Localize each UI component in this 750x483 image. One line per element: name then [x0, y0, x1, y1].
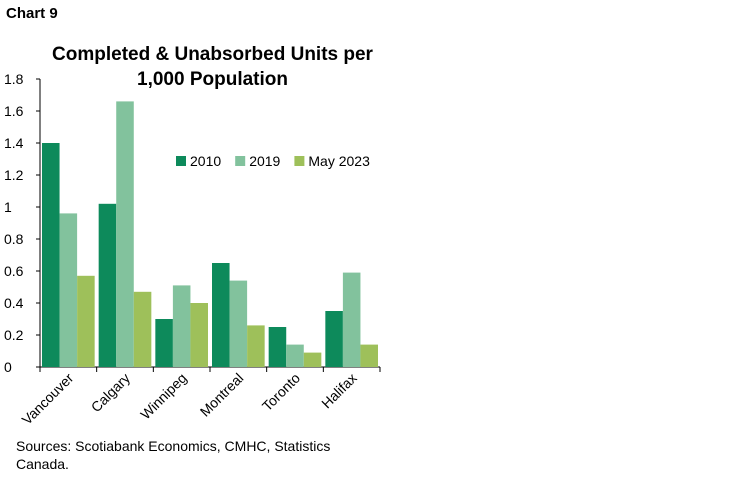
- y-tick-label: 1.8: [4, 71, 24, 87]
- bar: [42, 143, 60, 367]
- bar: [229, 280, 248, 367]
- bar: [77, 275, 95, 367]
- bar: [133, 291, 152, 367]
- bar: [303, 352, 322, 367]
- y-tick-label: 1.2: [4, 167, 24, 183]
- legend: 2010 2019 May 2023: [176, 153, 370, 169]
- bar: [286, 344, 304, 367]
- bar: [247, 325, 265, 367]
- y-tick-label: 0.2: [4, 327, 24, 343]
- x-tick-label: Montreal: [197, 370, 247, 420]
- chart-title: Completed & Unabsorbed Units per 1,000 P…: [52, 44, 373, 90]
- bar: [360, 344, 378, 367]
- bar: [116, 101, 134, 368]
- bar-chart: 0 0.2 0.4 0.6 0.8 1 1.2 1.4 1.6 1.8 Vancouver Calg…: [4, 71, 381, 428]
- bar: [325, 311, 343, 367]
- x-tick-label: Calgary: [88, 370, 133, 415]
- legend-label: 2010: [190, 153, 221, 169]
- legend-swatch: [294, 156, 305, 166]
- x-axis: Vancouver Calgary Winnipeg Montreal Toronto H…: [19, 366, 381, 428]
- bar: [190, 303, 208, 367]
- y-tick-label: 0: [4, 359, 12, 375]
- x-tick-label: Winnipeg: [137, 370, 190, 423]
- chart-label: Chart 9: [6, 5, 58, 22]
- y-tick-label: 1.6: [4, 103, 24, 119]
- bar: [212, 263, 230, 367]
- bar: [172, 285, 191, 367]
- legend-swatch: [176, 156, 186, 166]
- bar: [342, 272, 361, 367]
- y-tick-label: 0.4: [4, 295, 24, 311]
- y-axis: 0 0.2 0.4 0.6 0.8 1 1.2 1.4 1.6 1.8: [4, 71, 41, 375]
- x-tick-label: Toronto: [259, 370, 303, 414]
- y-tick-label: 1.4: [4, 135, 24, 151]
- legend-label: 2019: [249, 153, 280, 169]
- y-tick-label: 0.6: [4, 263, 24, 279]
- y-tick-label: 0.8: [4, 231, 24, 247]
- bar: [268, 327, 287, 367]
- bar: [155, 319, 173, 367]
- legend-label: May 2023: [308, 153, 370, 169]
- bars: [42, 101, 378, 368]
- legend-swatch: [235, 156, 246, 166]
- bar: [98, 203, 117, 367]
- y-tick-label: 1: [4, 199, 12, 215]
- x-tick-label: Vancouver: [19, 370, 77, 428]
- source-note: Sources: Scotiabank Economics, CMHC, Sta…: [16, 438, 331, 472]
- bar: [59, 213, 78, 367]
- x-tick-label: Halifax: [318, 370, 360, 412]
